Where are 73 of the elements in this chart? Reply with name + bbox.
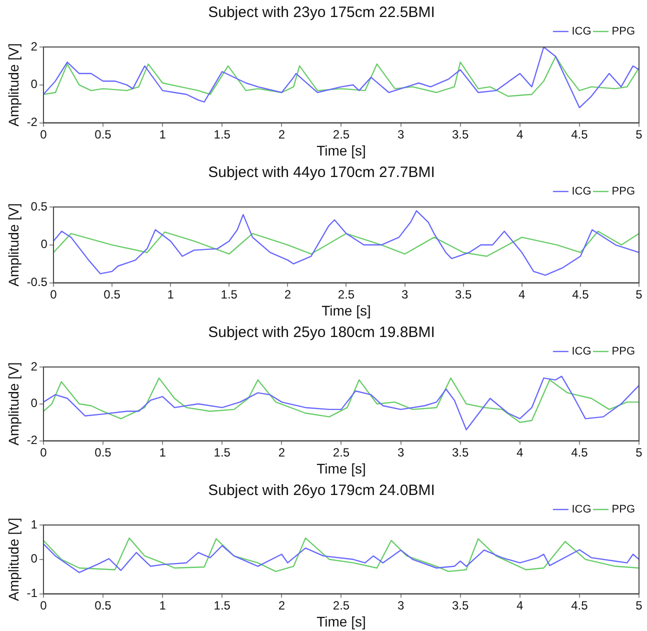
x-tick-label: 2.5 — [332, 127, 350, 142]
chart-title: Subject with 44yo 170cm 27.7BMI — [208, 164, 435, 182]
x-tick-label: 3.5 — [452, 127, 470, 142]
x-axis-title: Time [s] — [316, 460, 366, 476]
y-tick-label: 0.5 — [30, 199, 48, 214]
x-tick-label: 2.5 — [332, 598, 350, 612]
x-tick-label: 4 — [516, 127, 524, 142]
x-tick-label: 4.5 — [572, 287, 590, 302]
y-tick-label: 0 — [30, 552, 38, 566]
y-tick-label: -0.5 — [26, 275, 48, 290]
y-axis-title: Amplitude [V] — [5, 518, 22, 602]
y-axis-title: Amplitude [V] — [5, 43, 22, 127]
legend-label: ICG — [572, 504, 592, 516]
x-tick-label: 1 — [159, 598, 166, 612]
legend-label: ICG — [572, 346, 592, 358]
chart-title: Subject with 23yo 175cm 22.5BMI — [208, 4, 435, 22]
x-tick-label: 2 — [278, 598, 286, 612]
x-tick-label: 1 — [159, 127, 166, 142]
y-tick-label: 2 — [30, 359, 38, 374]
x-tick-label: 1.5 — [220, 287, 238, 302]
x-tick-label: 3.5 — [452, 445, 470, 460]
x-tick-label: 5 — [636, 598, 643, 612]
x-axis-title: Time [s] — [316, 142, 366, 158]
x-tick-label: 3 — [397, 445, 404, 460]
x-tick-label: 0.5 — [104, 287, 121, 302]
x-tick-label: 3 — [397, 598, 404, 612]
y-tick-label: 0 — [40, 237, 48, 252]
legend-label: PPG — [612, 26, 636, 38]
x-tick-label: 1.5 — [214, 598, 231, 612]
legend-label: PPG — [612, 504, 636, 516]
y-tick-label: 0 — [30, 77, 38, 92]
x-tick-label: 3 — [397, 127, 404, 142]
x-tick-label: 5 — [636, 287, 643, 302]
x-tick-label: 0.5 — [94, 127, 112, 142]
legend-label: ICG — [572, 26, 592, 38]
chart-title: Subject with 25yo 180cm 19.8BMI — [208, 324, 435, 342]
x-axis-title: Time [s] — [322, 302, 371, 318]
legend-label: PPG — [612, 346, 636, 358]
x-tick-label: 3 — [401, 287, 408, 302]
y-tick-label: -2 — [26, 115, 38, 130]
x-tick-label: 3.5 — [455, 287, 472, 302]
x-tick-label: 1.5 — [214, 127, 231, 142]
x-tick-label: 0.5 — [94, 598, 112, 612]
y-tick-label: -2 — [26, 433, 38, 448]
x-tick-label: 4 — [516, 445, 524, 460]
chart-title: Subject with 26yo 179cm 24.0BMI — [208, 482, 435, 500]
x-tick-label: 4 — [516, 598, 524, 612]
y-tick-label: 1 — [30, 517, 38, 532]
legend-label: ICG — [572, 186, 592, 198]
x-tick-label: 4.5 — [571, 127, 588, 142]
x-tick-label: 3.5 — [452, 598, 470, 612]
x-tick-label: 1.5 — [214, 445, 231, 460]
y-tick-label: 0 — [30, 396, 38, 410]
x-tick-label: 1 — [159, 445, 166, 460]
y-tick-label: 2 — [30, 39, 38, 54]
x-tick-label: 5 — [636, 445, 643, 460]
y-axis-title: Amplitude [V] — [5, 203, 22, 287]
legend-label: PPG — [612, 186, 636, 198]
x-tick-label: 5 — [636, 127, 643, 142]
x-tick-label: 2 — [278, 445, 286, 460]
x-tick-label: 4.5 — [571, 445, 588, 460]
x-tick-label: 1 — [167, 287, 174, 302]
x-tick-label: 0.5 — [94, 445, 112, 460]
x-tick-label: 2 — [284, 287, 292, 302]
y-axis-title: Amplitude [V] — [5, 362, 22, 446]
x-tick-label: 2 — [278, 127, 286, 142]
y-tick-label: -1 — [26, 586, 38, 600]
x-axis-title: Time [s] — [316, 613, 366, 630]
x-tick-label: 4 — [518, 287, 526, 302]
x-tick-label: 4.5 — [571, 598, 588, 612]
x-tick-label: 2.5 — [338, 287, 355, 302]
x-tick-label: 2.5 — [332, 445, 350, 460]
x-tick-label: 0 — [50, 287, 58, 302]
